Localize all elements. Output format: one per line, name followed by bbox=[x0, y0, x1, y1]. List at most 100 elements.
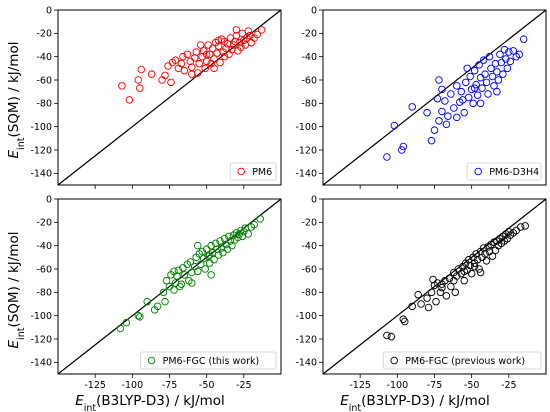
data-point bbox=[241, 224, 250, 232]
data-point bbox=[180, 271, 189, 279]
y-tick-label: 0 bbox=[311, 194, 317, 205]
y-tick-label: 0 bbox=[46, 5, 52, 16]
data-point bbox=[506, 57, 515, 66]
data-point bbox=[478, 84, 486, 92]
data-point bbox=[176, 282, 184, 291]
y-tick-label: -60 bbox=[301, 75, 317, 86]
y-tick-label: -140 bbox=[295, 358, 317, 369]
legend-marker bbox=[474, 167, 482, 176]
data-point bbox=[179, 52, 187, 61]
data-point bbox=[500, 45, 509, 54]
legend-box bbox=[140, 351, 277, 370]
y-tick-label: -40 bbox=[36, 241, 52, 252]
data-point bbox=[143, 297, 151, 306]
data-point bbox=[481, 70, 489, 78]
y-tick-label: -140 bbox=[295, 169, 317, 180]
data-point bbox=[231, 37, 239, 46]
data-point bbox=[220, 52, 229, 61]
data-point bbox=[134, 311, 143, 320]
y-tick-label: -120 bbox=[295, 145, 317, 156]
data-point bbox=[214, 251, 223, 259]
data-point bbox=[232, 26, 241, 34]
data-point bbox=[505, 48, 513, 56]
y-tick-label: -140 bbox=[30, 169, 52, 180]
data-point bbox=[246, 31, 254, 40]
y-tick-label: -80 bbox=[36, 288, 52, 299]
x-tick-label: -25 bbox=[501, 380, 517, 391]
data-point bbox=[484, 90, 492, 98]
data-point bbox=[476, 99, 485, 108]
data-point bbox=[479, 56, 488, 64]
data-point bbox=[210, 255, 218, 264]
data-point bbox=[475, 61, 483, 69]
data-point bbox=[503, 64, 512, 73]
data-point bbox=[464, 255, 473, 264]
legend-box bbox=[466, 162, 542, 181]
data-point bbox=[122, 318, 131, 327]
data-point bbox=[430, 126, 439, 134]
data-point bbox=[460, 108, 468, 117]
data-point bbox=[482, 257, 491, 265]
data-point bbox=[470, 262, 479, 271]
data-point bbox=[458, 96, 467, 104]
data-point bbox=[436, 288, 445, 297]
data-point bbox=[401, 317, 409, 326]
data-point bbox=[432, 297, 440, 306]
data-point bbox=[161, 71, 169, 80]
data-point bbox=[170, 286, 178, 294]
data-point bbox=[470, 66, 479, 75]
data-point bbox=[161, 297, 169, 306]
data-point bbox=[216, 58, 224, 67]
y-tick-label: -100 bbox=[295, 122, 317, 133]
data-point bbox=[451, 288, 460, 297]
data-point bbox=[450, 104, 458, 112]
data-point bbox=[469, 99, 477, 108]
data-point bbox=[183, 50, 192, 59]
y-axis-label-top: Eint(SQM) / kJ/mol bbox=[6, 42, 27, 159]
y-tick-label: -20 bbox=[301, 29, 317, 40]
y-tick-label: -100 bbox=[295, 311, 317, 322]
x-tick-label: -75 bbox=[427, 380, 443, 391]
data-point bbox=[438, 283, 446, 292]
legend-box bbox=[382, 351, 542, 370]
data-point bbox=[387, 332, 396, 341]
y-tick-label: -60 bbox=[36, 75, 52, 86]
y-tick-label: -40 bbox=[301, 52, 317, 63]
legend-label: PM6-FGC (previous work) bbox=[405, 356, 525, 367]
data-point bbox=[116, 324, 125, 333]
data-point bbox=[225, 232, 233, 241]
x-tick-label: -100 bbox=[387, 380, 409, 391]
data-point bbox=[244, 230, 253, 238]
data-point bbox=[205, 251, 214, 259]
data-point bbox=[257, 26, 266, 34]
data-point bbox=[237, 43, 245, 52]
data-point bbox=[214, 36, 223, 45]
data-point bbox=[450, 276, 458, 285]
data-point bbox=[193, 267, 202, 276]
data-point bbox=[505, 227, 513, 236]
data-point bbox=[427, 288, 436, 297]
x-tick-label: -50 bbox=[464, 380, 480, 391]
y-tick-label: 0 bbox=[311, 5, 317, 16]
x-axis-label-right: Eint(B3LYP-D3) / kJ/mol bbox=[340, 393, 490, 412]
data-point bbox=[408, 103, 416, 111]
data-point bbox=[476, 268, 485, 277]
y-tick-label: -80 bbox=[301, 288, 317, 299]
data-point bbox=[222, 44, 230, 53]
y-tick-label: -40 bbox=[301, 241, 317, 252]
data-point bbox=[408, 302, 416, 311]
data-point bbox=[196, 41, 205, 49]
legend-marker bbox=[237, 167, 245, 176]
data-point bbox=[210, 64, 218, 73]
data-point bbox=[424, 303, 433, 312]
y-tick-label: -20 bbox=[36, 29, 52, 40]
data-point bbox=[444, 112, 452, 120]
y-tick-label: -100 bbox=[30, 311, 52, 322]
legend-marker bbox=[390, 356, 398, 365]
data-point bbox=[216, 237, 224, 245]
data-point bbox=[213, 49, 221, 57]
data-point bbox=[193, 69, 202, 77]
data-point bbox=[220, 37, 229, 46]
data-point bbox=[240, 227, 248, 236]
data-point bbox=[118, 82, 126, 90]
